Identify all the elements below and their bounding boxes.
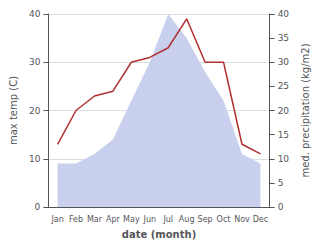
svg-text:5: 5 [278, 178, 284, 188]
svg-text:Sep: Sep [198, 215, 213, 224]
svg-text:30: 30 [29, 57, 41, 67]
svg-text:date (month): date (month) [122, 229, 196, 240]
svg-text:Aug: Aug [179, 215, 195, 224]
svg-text:40: 40 [278, 9, 290, 19]
svg-text:Oct: Oct [217, 215, 231, 224]
svg-text:Jun: Jun [143, 215, 157, 224]
svg-text:25: 25 [278, 81, 289, 91]
svg-text:30: 30 [278, 57, 290, 67]
svg-text:15: 15 [278, 130, 289, 140]
svg-text:max temp (C): max temp (C) [8, 76, 19, 145]
svg-text:Jul: Jul [162, 215, 173, 224]
svg-text:Mar: Mar [87, 215, 103, 224]
svg-text:20: 20 [29, 106, 41, 116]
svg-text:May: May [123, 215, 140, 224]
svg-text:10: 10 [278, 154, 290, 164]
svg-text:40: 40 [29, 9, 41, 19]
svg-text:Nov: Nov [234, 215, 250, 224]
svg-text:35: 35 [278, 33, 289, 43]
svg-text:Dec: Dec [253, 215, 268, 224]
svg-text:Jan: Jan [50, 215, 63, 224]
svg-text:0: 0 [278, 202, 284, 212]
svg-text:Feb: Feb [69, 215, 83, 224]
svg-text:10: 10 [29, 154, 41, 164]
svg-text:Apr: Apr [106, 215, 121, 224]
svg-text:20: 20 [278, 106, 290, 116]
svg-text:0: 0 [35, 202, 41, 212]
svg-text:med. precipitation (kg/m2): med. precipitation (kg/m2) [300, 43, 311, 177]
